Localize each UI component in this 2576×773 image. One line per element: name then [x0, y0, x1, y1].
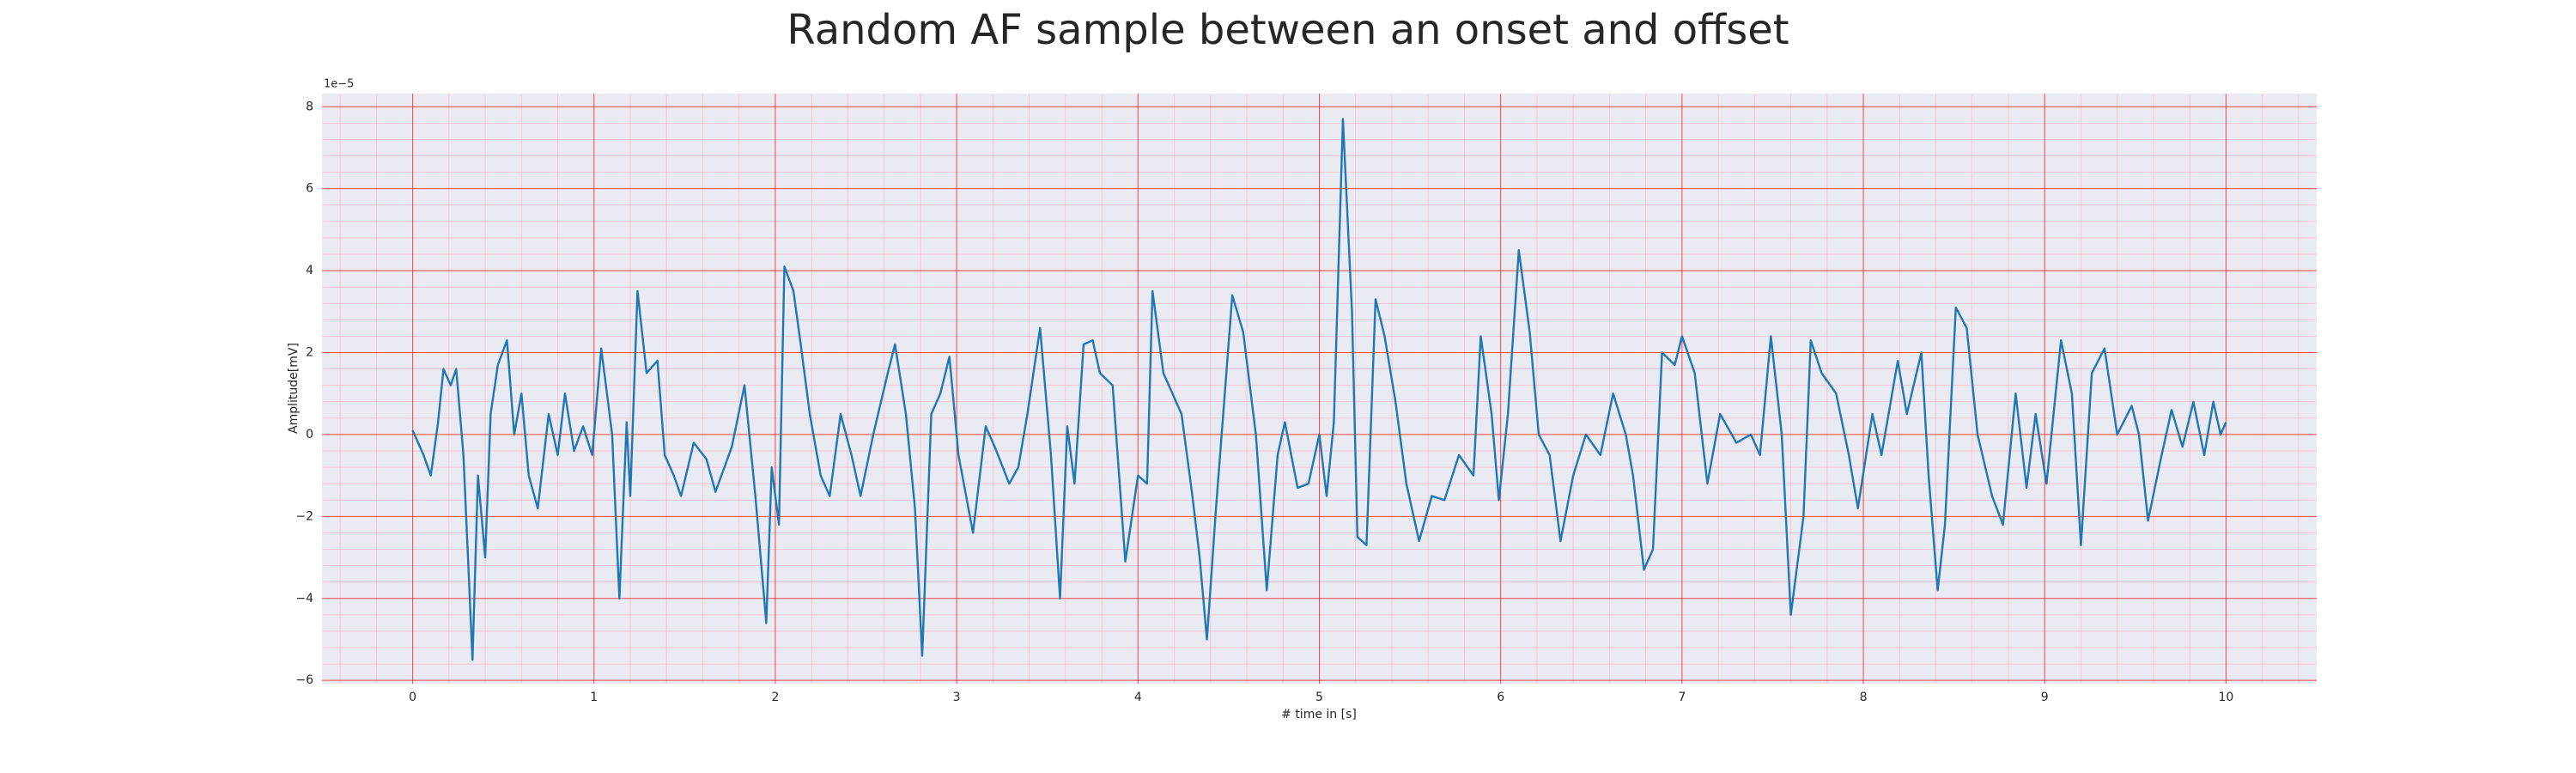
- chart-title: Random AF sample between an onset and of…: [787, 6, 1789, 54]
- x-tick-label: 9: [2041, 691, 2049, 704]
- y-tick-label: −6: [295, 673, 313, 687]
- series-line: [411, 118, 2227, 661]
- x-tick-label: 8: [1860, 691, 1868, 704]
- y-tick-label: 0: [306, 428, 313, 441]
- y-offset-label: 1e−5: [324, 78, 354, 91]
- y-tick-label: 2: [306, 346, 313, 360]
- x-tick-label: 5: [1315, 691, 1323, 704]
- x-tick-label: 0: [409, 691, 416, 704]
- x-axis-label: # time in [s]: [1281, 708, 1357, 721]
- x-tick-label: 6: [1497, 691, 1504, 704]
- y-tick-label: −4: [295, 592, 313, 606]
- y-tick-label: 4: [306, 264, 313, 277]
- x-tick-label: 2: [771, 691, 779, 704]
- x-tick-label: 4: [1134, 691, 1142, 704]
- y-axis-label: Amplitude[mV]: [287, 343, 301, 434]
- y-tick-label: −2: [295, 509, 313, 523]
- x-tick-label: 10: [2218, 691, 2233, 704]
- series-layer: [411, 118, 2227, 661]
- x-tick-label: 1: [590, 691, 598, 704]
- y-tick-label: 8: [306, 100, 313, 113]
- x-tick-label: 3: [953, 691, 961, 704]
- x-tick-label: 7: [1678, 691, 1686, 704]
- y-tick-label: 6: [306, 182, 313, 196]
